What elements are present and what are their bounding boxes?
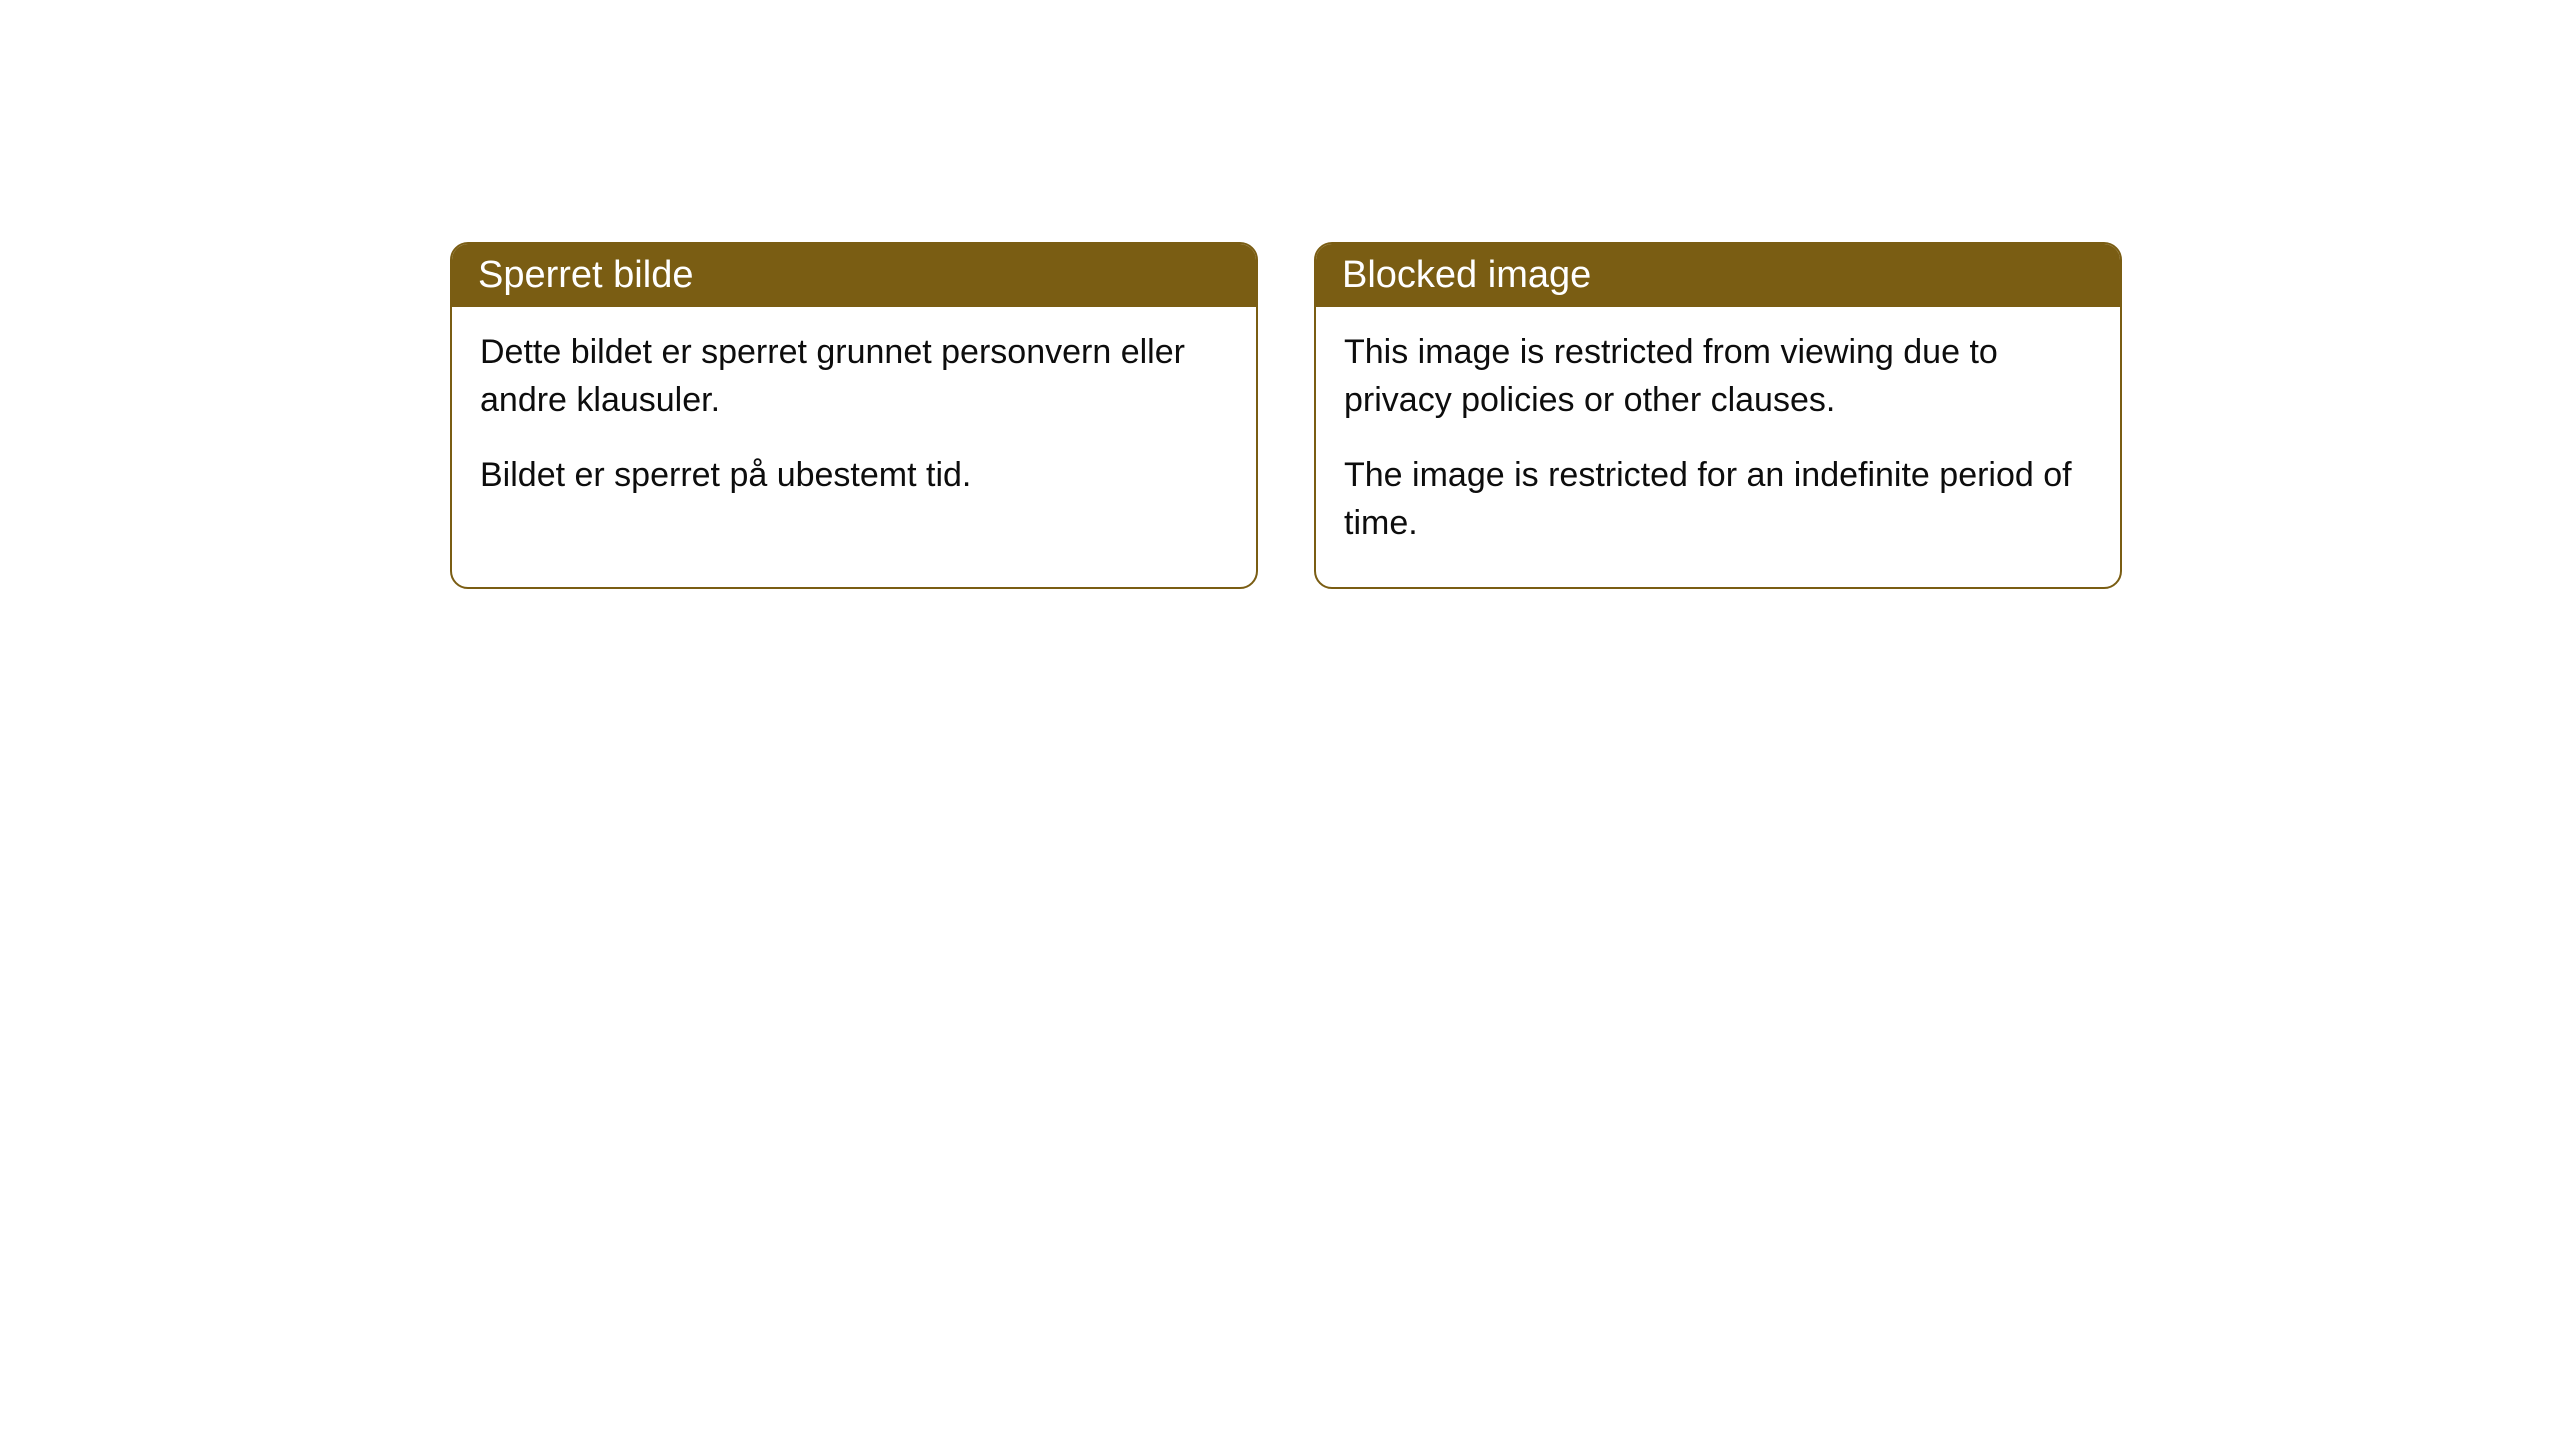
notice-paragraph: This image is restricted from viewing du… bbox=[1344, 329, 2092, 424]
notice-title: Blocked image bbox=[1342, 254, 1591, 296]
notice-body: This image is restricted from viewing du… bbox=[1316, 307, 2120, 587]
notice-header: Sperret bilde bbox=[452, 244, 1256, 307]
notice-paragraph: Dette bildet er sperret grunnet personve… bbox=[480, 329, 1228, 424]
notice-card-norwegian: Sperret bilde Dette bildet er sperret gr… bbox=[450, 242, 1258, 589]
notice-container: Sperret bilde Dette bildet er sperret gr… bbox=[0, 0, 2560, 589]
notice-body: Dette bildet er sperret grunnet personve… bbox=[452, 307, 1256, 540]
notice-paragraph: The image is restricted for an indefinit… bbox=[1344, 452, 2092, 547]
notice-title: Sperret bilde bbox=[478, 254, 693, 296]
notice-card-english: Blocked image This image is restricted f… bbox=[1314, 242, 2122, 589]
notice-header: Blocked image bbox=[1316, 244, 2120, 307]
notice-paragraph: Bildet er sperret på ubestemt tid. bbox=[480, 452, 1228, 500]
